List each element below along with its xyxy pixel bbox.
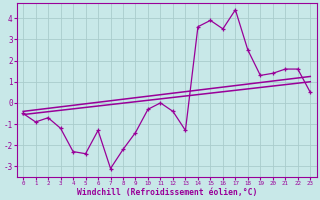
X-axis label: Windchill (Refroidissement éolien,°C): Windchill (Refroidissement éolien,°C) bbox=[76, 188, 257, 197]
